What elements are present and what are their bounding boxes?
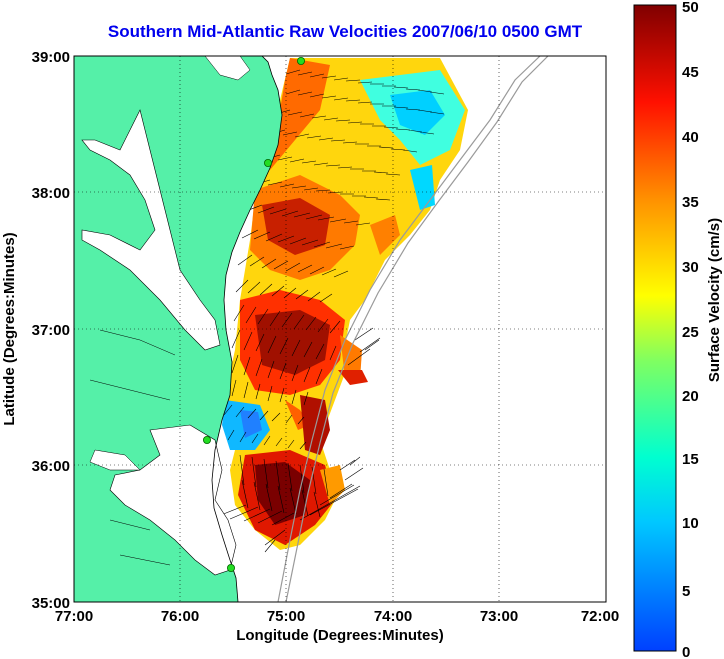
colorbar-tick-label: 50 [682, 0, 699, 16]
colorbar-tick-label: 45 [682, 64, 699, 81]
x-tick-label: 73:00 [480, 608, 518, 625]
radar-station [296, 57, 305, 66]
colorbar-tick-label: 30 [682, 259, 699, 276]
map-frame [73, 55, 607, 603]
y-tick-label: 38:00 [32, 185, 70, 202]
x-axis-ticks: 77:00 76:00 75:00 74:00 73:00 72:00 [55, 608, 619, 625]
colorbar [633, 4, 677, 652]
x-tick-label: 72:00 [581, 608, 619, 625]
map-grid [74, 56, 606, 602]
velocity-vectors [215, 69, 445, 553]
colorbar-tick-label: 25 [682, 324, 699, 341]
colorbar-label: Surface Velocity (cm/s) [706, 218, 723, 382]
y-tick-label: 39:00 [32, 49, 70, 66]
colorbar-tick-label: 20 [682, 388, 699, 405]
y-tick-label: 36:00 [32, 458, 70, 475]
radar-station [226, 564, 235, 573]
colorbar-tick-label: 0 [682, 644, 690, 659]
x-tick-label: 76:00 [161, 608, 199, 625]
radar-station [202, 435, 211, 444]
map-title: Southern Mid-Atlantic Raw Velocities 200… [107, 22, 583, 41]
y-axis-ticks: 39:00 38:00 37:00 36:00 35:00 [32, 49, 70, 612]
bathymetry-contours [277, 56, 549, 602]
x-tick-label: 77:00 [55, 608, 93, 625]
y-tick-label: 37:00 [32, 322, 70, 339]
colorbar-ticks: 0 5 10 15 20 25 30 35 40 45 50 [682, 0, 699, 659]
colorbar-tick-label: 40 [682, 129, 699, 146]
colorbar-tick-label: 15 [682, 451, 699, 468]
radar-stations [202, 57, 305, 573]
y-tick-label: 35:00 [32, 595, 70, 612]
colorbar-tick-label: 5 [682, 583, 690, 600]
x-tick-label: 74:00 [374, 608, 412, 625]
y-axis-label: Latitude (Degrees:Minutes) [1, 232, 18, 425]
x-axis-label: Longitude (Degrees:Minutes) [236, 627, 444, 644]
colorbar-tick-label: 10 [682, 515, 699, 532]
radar-station [263, 158, 272, 167]
x-tick-label: 75:00 [267, 608, 305, 625]
colorbar-tick-label: 35 [682, 194, 699, 211]
